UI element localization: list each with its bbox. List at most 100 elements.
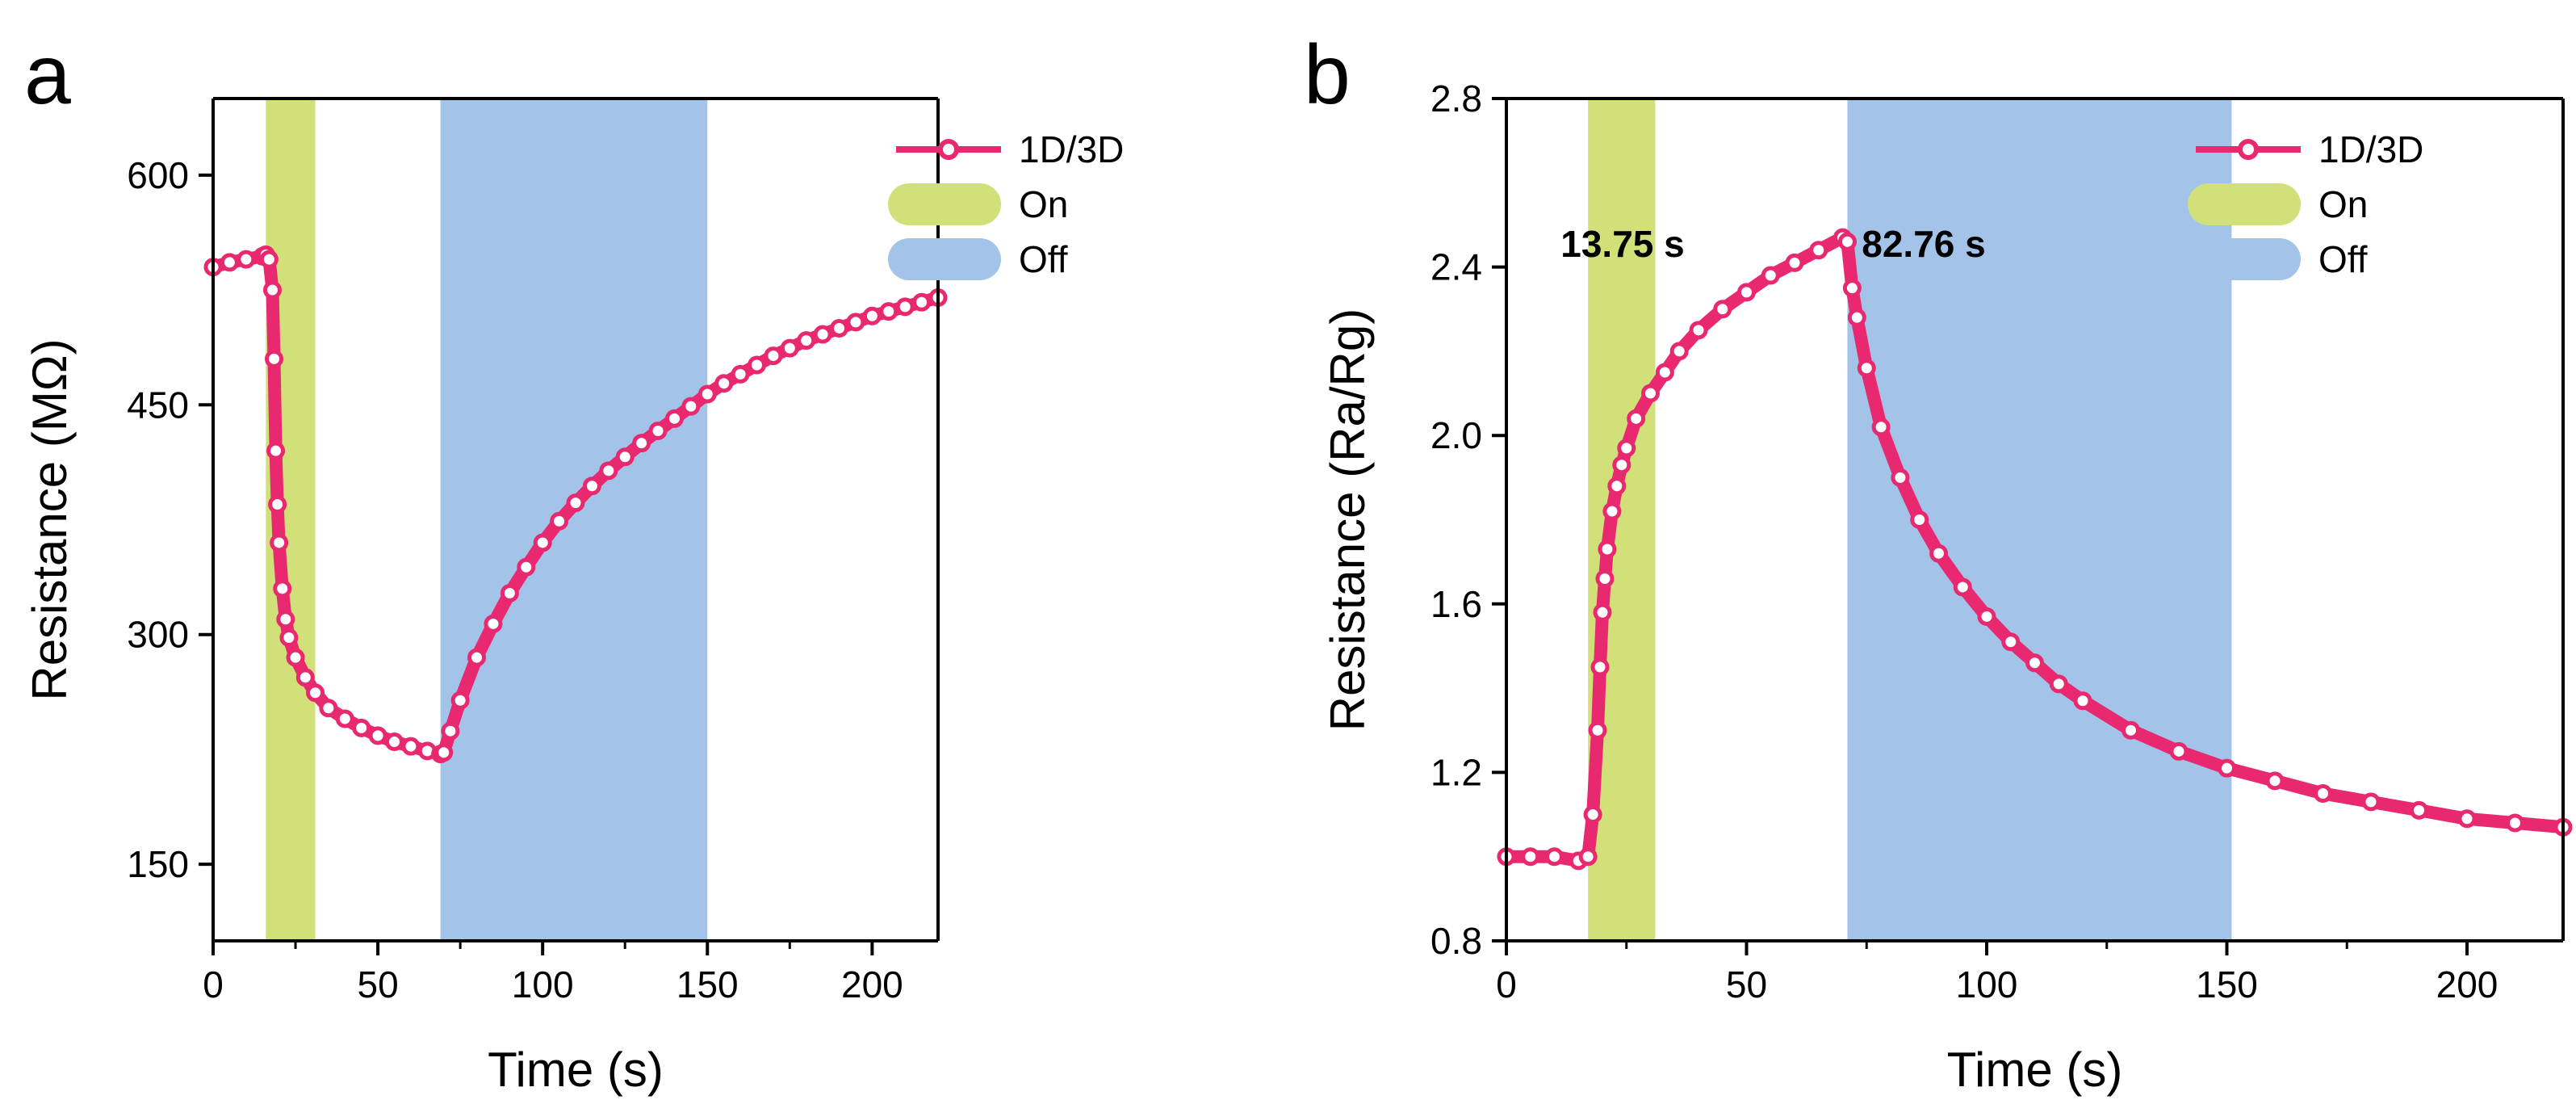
off-band [440, 99, 708, 941]
y-tick-label: 150 [127, 843, 189, 885]
data-point [2073, 691, 2092, 711]
data-point [2001, 632, 2021, 652]
data-point [1595, 569, 1615, 589]
data-point [846, 313, 865, 332]
data-point [2361, 792, 2381, 812]
x-tick-label: 50 [1726, 963, 1767, 1005]
panel-label: a [24, 28, 71, 122]
panel-label: b [1304, 28, 1351, 122]
data-point [1578, 847, 1598, 867]
data-point [1761, 266, 1780, 285]
data-point [1607, 476, 1627, 496]
legend-on-swatch [888, 183, 1001, 225]
data-point [1602, 502, 1622, 521]
data-point [1910, 510, 1929, 529]
legend-off-swatch [888, 238, 1001, 280]
data-point [1857, 359, 1876, 378]
data-point [797, 331, 816, 351]
x-tick-label: 200 [2436, 963, 2499, 1005]
data-point [259, 250, 279, 269]
legend-series-marker [938, 139, 959, 160]
x-tick-label: 100 [512, 963, 574, 1005]
data-point [1617, 439, 1636, 458]
y-axis-label: Resistance (MΩ) [23, 338, 77, 700]
data-point [270, 533, 289, 552]
data-point [748, 355, 766, 375]
legend-on-label: On [1019, 183, 1068, 225]
legend-series-label: 1D/3D [2318, 128, 2423, 170]
data-point [484, 614, 503, 633]
data-point [276, 610, 295, 629]
data-point [1612, 455, 1631, 475]
x-axis-label: Time (s) [488, 1043, 664, 1097]
data-point [1588, 720, 1607, 740]
data-point [895, 297, 915, 317]
legend-series-label: 1D/3D [1019, 128, 1124, 170]
data-point [2506, 813, 2524, 833]
data-point [2122, 720, 2140, 740]
data-point [879, 302, 898, 321]
data-point [862, 306, 882, 325]
x-tick-label: 50 [358, 963, 399, 1005]
data-point [1809, 241, 1828, 260]
data-point [714, 374, 734, 393]
data-point [1590, 657, 1610, 677]
x-tick-label: 100 [1956, 963, 2018, 1005]
panel-a-chart: 0 50 100 150 200 150 300 450 600 Time (s) Resistan… [23, 28, 1124, 1097]
data-point [1669, 342, 1689, 361]
data-point [1891, 468, 1910, 487]
data-point [1593, 602, 1612, 622]
data-point [1953, 577, 1972, 597]
y-tick-label: 2.0 [1430, 414, 1482, 456]
data-point [912, 292, 932, 312]
y-tick-label: 1.2 [1430, 751, 1482, 793]
data-point [582, 476, 601, 496]
data-point [681, 397, 701, 416]
y-axis-label: Resistance (Ra/Rg) [1321, 309, 1375, 732]
x-tick-label: 0 [1496, 963, 1517, 1005]
y-tick-label: 300 [127, 614, 189, 656]
data-point [632, 434, 651, 453]
data-point [664, 409, 684, 428]
panel-b-chart: 0 50 100 150 200 0.8 1.2 1.6 2.0 2.4 2.8 Time (s) Re… [1304, 28, 2573, 1097]
data-point [220, 253, 239, 272]
x-tick-label: 200 [841, 963, 903, 1005]
data-point [368, 726, 387, 745]
data-point [265, 349, 284, 368]
data-point [517, 557, 536, 577]
data-point [319, 699, 338, 718]
data-point [2314, 783, 2332, 803]
legend-off-label: Off [2318, 238, 2368, 280]
data-point [780, 338, 799, 358]
data-point [813, 325, 832, 344]
data-point [262, 280, 282, 300]
data-point [2025, 653, 2044, 673]
data-point [441, 721, 460, 741]
data-point [599, 461, 618, 481]
legend-series-marker [2238, 139, 2259, 160]
legend-on-label: On [2318, 183, 2368, 225]
data-point [467, 648, 487, 667]
data-point [2410, 800, 2428, 820]
data-point [1545, 847, 1564, 867]
data-point [2265, 771, 2285, 791]
data-point [401, 737, 421, 756]
data-point [1847, 308, 1866, 327]
y-tick-label: 1.6 [1430, 583, 1482, 625]
data-point [450, 691, 470, 710]
x-axis-label: Time (s) [1947, 1043, 2123, 1097]
data-point [268, 495, 287, 514]
annotation-label: 13.75 s [1560, 223, 1684, 265]
data-point [2169, 741, 2189, 761]
data-point [648, 422, 668, 441]
x-tick-label: 0 [203, 963, 224, 1005]
data-point [1598, 539, 1617, 559]
data-point [2218, 758, 2236, 778]
data-point [286, 648, 305, 667]
data-point [1521, 847, 1540, 867]
y-tick-label: 2.8 [1430, 78, 1482, 120]
data-point [1977, 607, 1996, 626]
x-tick-label: 150 [676, 963, 739, 1005]
data-points [203, 245, 948, 764]
legend-off-label: Off [1019, 238, 1068, 280]
